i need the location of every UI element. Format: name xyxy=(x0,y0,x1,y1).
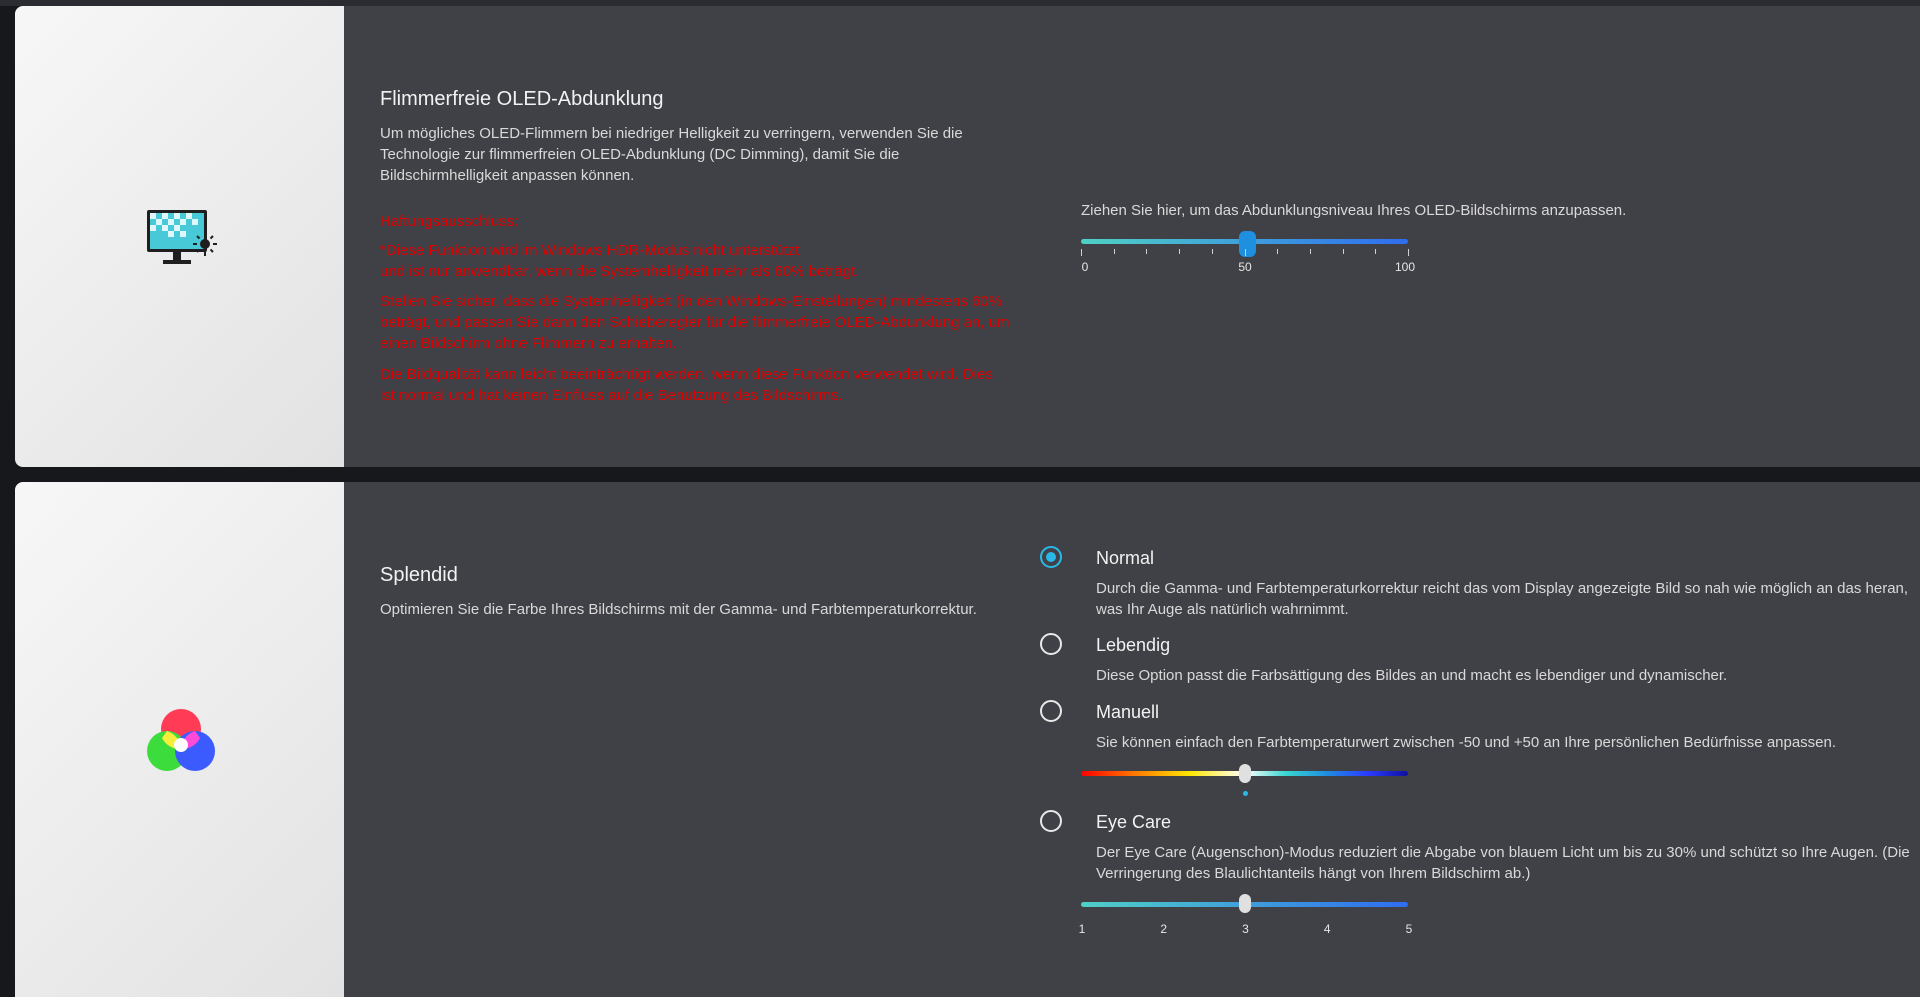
dimming-title: Flimmerfreie OLED-Abdunklung xyxy=(380,88,664,110)
disclaimer-note-1b: und ist nur anwendbar, wenn die Systemhe… xyxy=(380,263,860,280)
dimming-tick-mark xyxy=(1211,249,1213,254)
radio-manuell[interactable] xyxy=(1040,700,1062,722)
rgb-color-circles-icon xyxy=(147,709,215,771)
splendid-card: Splendid Optimieren Sie die Farbe Ihres … xyxy=(15,482,1920,997)
dimming-description: Um mögliches OLED-Flimmern bei niedriger… xyxy=(380,125,963,184)
disclaimer-note-3: Die Bildqualität kann leicht beeinträcht… xyxy=(380,366,993,404)
option-normal-label[interactable]: Normal xyxy=(1096,548,1155,568)
color-temperature-default-marker xyxy=(1242,791,1248,796)
splendid-icon-panel xyxy=(15,482,344,997)
dimming-tick-label-min: 0 xyxy=(1081,260,1089,274)
radio-eye-care[interactable] xyxy=(1040,810,1062,832)
option-normal-desc: Durch die Gamma- und Farbtemperaturkorre… xyxy=(1096,580,1909,618)
option-eye-care-desc: Der Eye Care (Augenschon)-Modus reduzier… xyxy=(1096,844,1910,882)
dimming-tick-mark xyxy=(1277,249,1279,254)
dimming-tick-mark xyxy=(1081,249,1082,256)
eye-care-level-label: 1 xyxy=(1078,922,1086,936)
dimming-tick-mark xyxy=(1408,249,1409,256)
disclaimer-heading: Haftungsausschluss: xyxy=(380,213,519,230)
monitor-brightness-icon xyxy=(147,210,217,264)
option-lebendig-desc: Diese Option passt die Farbsättigung des… xyxy=(1096,667,1728,684)
dimming-icon-panel xyxy=(15,6,344,467)
eye-care-slider-thumb[interactable] xyxy=(1238,894,1251,913)
dimming-tick-mark xyxy=(1179,249,1181,254)
dimming-tick-mark xyxy=(1244,249,1246,256)
dimming-tick-mark xyxy=(1146,249,1148,254)
radio-normal[interactable] xyxy=(1040,546,1062,568)
dimming-card: Flimmerfreie OLED-Abdunklung Um mögliche… xyxy=(15,6,1920,467)
option-manuell-label[interactable]: Manuell xyxy=(1096,702,1160,722)
disclaimer-note-1a: *Diese Funktion wird im Windows HDR-Modu… xyxy=(380,242,800,259)
eye-care-level-label: 5 xyxy=(1405,922,1413,936)
eye-care-level-label: 3 xyxy=(1242,922,1249,936)
radio-lebendig[interactable] xyxy=(1040,633,1062,655)
dimming-tick-label-max: 100 xyxy=(1394,260,1416,274)
option-eye-care-label[interactable]: Eye Care xyxy=(1096,812,1172,832)
disclaimer-note-2: Stellen Sie sicher, dass die Systemhelli… xyxy=(380,293,1010,352)
eye-care-level-label: 2 xyxy=(1160,922,1168,936)
dimming-tick-label-mid: 50 xyxy=(1238,260,1252,274)
dimming-tick-mark xyxy=(1309,249,1311,254)
dimming-tick-mark xyxy=(1113,249,1115,254)
eye-care-level-label: 4 xyxy=(1323,922,1331,936)
dimming-tick-mark xyxy=(1375,249,1377,254)
dimming-slider-caption: Ziehen Sie hier, um das Abdunklungsnivea… xyxy=(1081,202,1627,219)
splendid-description: Optimieren Sie die Farbe Ihres Bildschir… xyxy=(380,601,977,618)
color-temperature-slider-thumb[interactable] xyxy=(1238,764,1251,783)
top-divider xyxy=(0,0,1920,6)
option-manuell-desc: Sie können einfach den Farbtemperaturwer… xyxy=(1096,734,1837,751)
option-lebendig-label[interactable]: Lebendig xyxy=(1096,635,1171,655)
splendid-title: Splendid xyxy=(380,564,458,586)
dimming-slider-thumb[interactable] xyxy=(1238,231,1256,257)
dimming-tick-mark xyxy=(1342,249,1344,254)
